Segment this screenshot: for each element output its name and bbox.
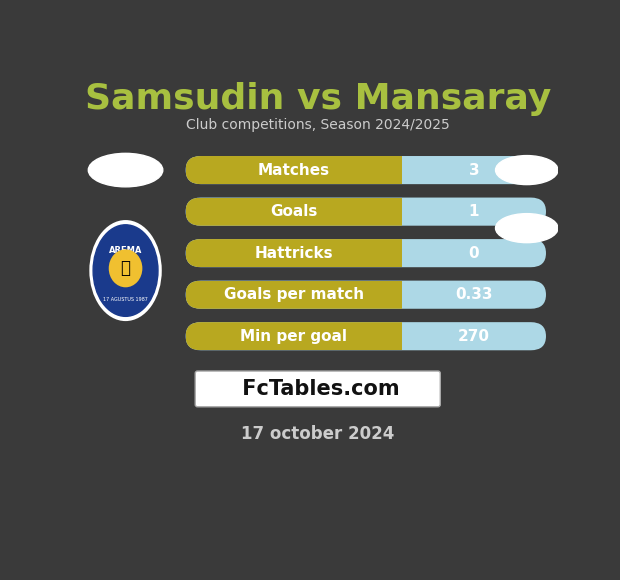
Text: 17 october 2024: 17 october 2024 (241, 425, 394, 443)
FancyBboxPatch shape (185, 198, 546, 226)
Text: Goals: Goals (270, 204, 317, 219)
FancyBboxPatch shape (185, 156, 546, 184)
FancyBboxPatch shape (185, 322, 546, 350)
Text: 270: 270 (458, 329, 490, 344)
Text: Matches: Matches (258, 162, 330, 177)
Text: Goals per match: Goals per match (224, 287, 364, 302)
Ellipse shape (91, 222, 161, 320)
FancyBboxPatch shape (185, 156, 546, 184)
Ellipse shape (108, 249, 143, 287)
FancyBboxPatch shape (185, 239, 546, 267)
Ellipse shape (93, 225, 158, 316)
Text: 1: 1 (469, 204, 479, 219)
Text: Samsudin vs Mansaray: Samsudin vs Mansaray (84, 82, 551, 115)
Text: 🦁: 🦁 (120, 259, 131, 277)
FancyBboxPatch shape (185, 322, 546, 350)
Text: Hattricks: Hattricks (254, 246, 333, 260)
FancyBboxPatch shape (185, 239, 546, 267)
Text: 0.33: 0.33 (455, 287, 493, 302)
Ellipse shape (495, 213, 558, 242)
Text: Club competitions, Season 2024/2025: Club competitions, Season 2024/2025 (186, 118, 450, 132)
Text: 3: 3 (469, 162, 479, 177)
FancyBboxPatch shape (185, 198, 546, 226)
Text: 0: 0 (469, 246, 479, 260)
Ellipse shape (495, 155, 558, 184)
FancyBboxPatch shape (185, 281, 546, 309)
Text: Min per goal: Min per goal (240, 329, 347, 344)
Text: 17 AGUSTUS 1987: 17 AGUSTUS 1987 (103, 297, 148, 302)
Text: FcTables.com: FcTables.com (236, 379, 400, 399)
FancyBboxPatch shape (185, 281, 546, 309)
Text: AREMA: AREMA (109, 246, 142, 255)
FancyBboxPatch shape (195, 371, 440, 407)
Ellipse shape (88, 153, 163, 187)
